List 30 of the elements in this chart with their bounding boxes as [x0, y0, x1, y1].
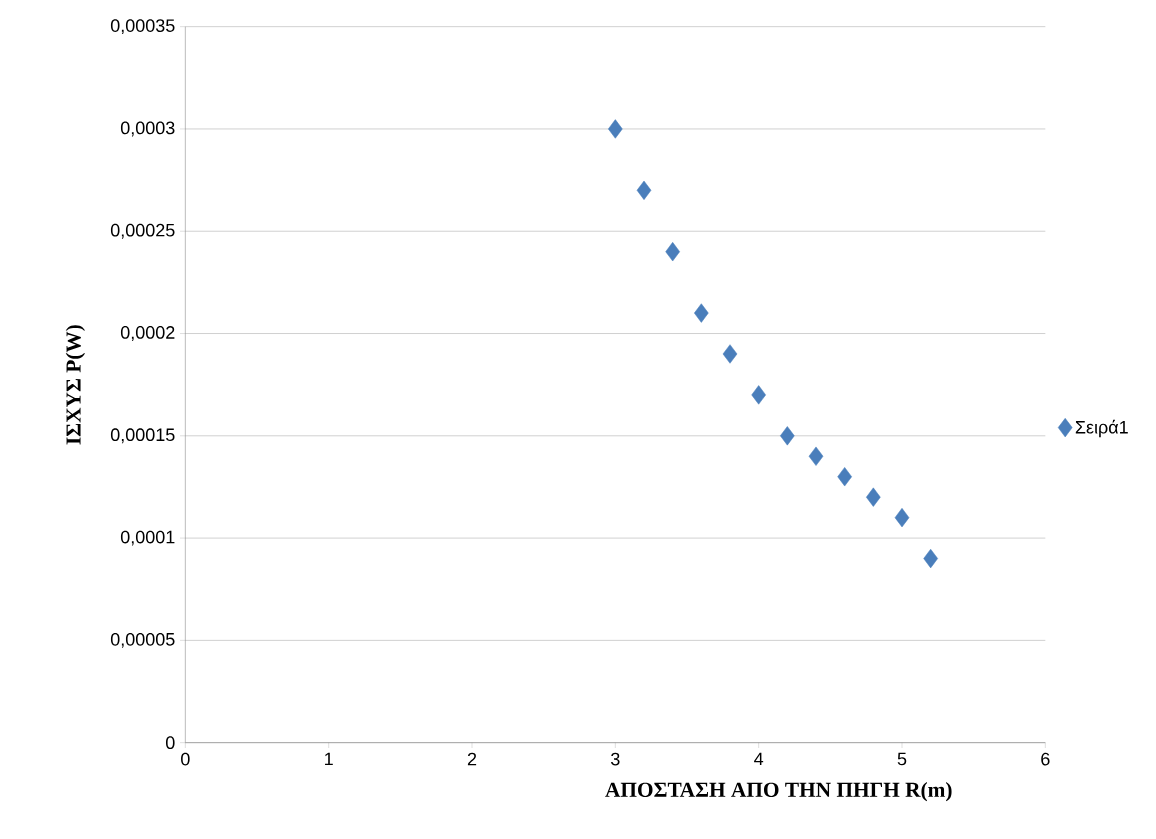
y-axis-title: ΙΣΧΥΣ P(W)	[65, 325, 86, 445]
x-tick-label: 6	[1041, 752, 1050, 766]
y-tick-label: 0,00005	[110, 633, 175, 648]
x-tick-label: 3	[611, 752, 620, 766]
point	[608, 119, 623, 139]
point	[636, 180, 652, 201]
legend-label: Σειρά1	[1075, 420, 1128, 438]
x-tick-label: 2	[467, 752, 477, 766]
y-tick-label: 0,00025	[110, 223, 175, 239]
point	[780, 426, 795, 446]
x-tick-label: 5	[897, 752, 907, 766]
point	[894, 508, 910, 528]
point	[722, 344, 738, 364]
x-tick-label: 0	[181, 752, 190, 766]
y-tick-label: 0	[165, 736, 175, 750]
y-tick-label: 0,0001	[120, 530, 175, 546]
y-tick-label: 0,0002	[120, 326, 175, 342]
point	[751, 385, 766, 405]
y-tick-label: 0,00035	[110, 19, 175, 35]
point	[808, 446, 824, 467]
y-tick-label: 0,00015	[110, 428, 175, 444]
x-tick-label: 4	[754, 752, 764, 766]
x-tick-label: 1	[325, 752, 333, 766]
point	[837, 467, 852, 487]
point	[866, 487, 881, 507]
point	[923, 549, 938, 569]
y-tick-label: 0,0003	[120, 121, 175, 137]
point	[665, 242, 680, 262]
x-axis-title: ΑΠΟΣΤΑΣΗ ΑΠΟ ΤΗΝ ΠΗΓΗ R(m)	[605, 782, 952, 802]
point	[694, 303, 709, 323]
